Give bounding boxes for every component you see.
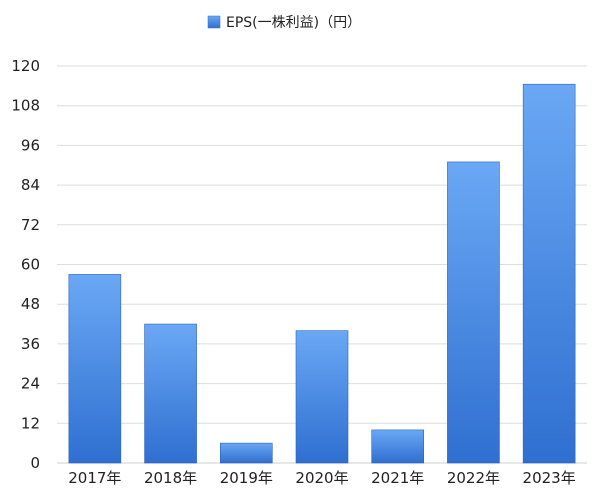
y-tick-label: 48 xyxy=(21,295,40,313)
y-tick-label: 60 xyxy=(21,256,40,274)
y-tick-label: 72 xyxy=(21,216,40,234)
bar-2017年 xyxy=(68,274,122,464)
legend: EPS(一株利益)（円） xyxy=(207,15,361,31)
x-tick-label: 2022年 xyxy=(447,469,500,487)
bar-2018年 xyxy=(144,323,197,464)
legend-label: EPS(一株利益)（円） xyxy=(226,15,361,31)
y-tick-label: 0 xyxy=(30,454,40,472)
bar-2022年 xyxy=(447,161,500,464)
bar-2021年 xyxy=(371,429,425,464)
y-tick-label: 84 xyxy=(21,176,40,194)
y-tick-label: 96 xyxy=(21,136,40,154)
y-tick-label: 108 xyxy=(11,97,40,115)
x-tick-label: 2020年 xyxy=(295,469,348,487)
y-tick-label: 120 xyxy=(11,57,40,75)
x-tick-label: 2021年 xyxy=(371,469,424,487)
bar-2019年 xyxy=(219,442,273,464)
x-tick-label: 2019年 xyxy=(220,469,273,487)
y-tick-label: 24 xyxy=(21,375,40,393)
bar-2023年 xyxy=(522,83,576,464)
x-tick-label: 2023年 xyxy=(523,469,576,487)
y-tick-label: 36 xyxy=(21,335,40,353)
legend-swatch xyxy=(207,15,221,29)
bar-2020年 xyxy=(295,330,349,464)
x-tick-label: 2018年 xyxy=(144,469,197,487)
y-tick-label: 12 xyxy=(21,414,40,432)
x-tick-label: 2017年 xyxy=(68,469,121,487)
